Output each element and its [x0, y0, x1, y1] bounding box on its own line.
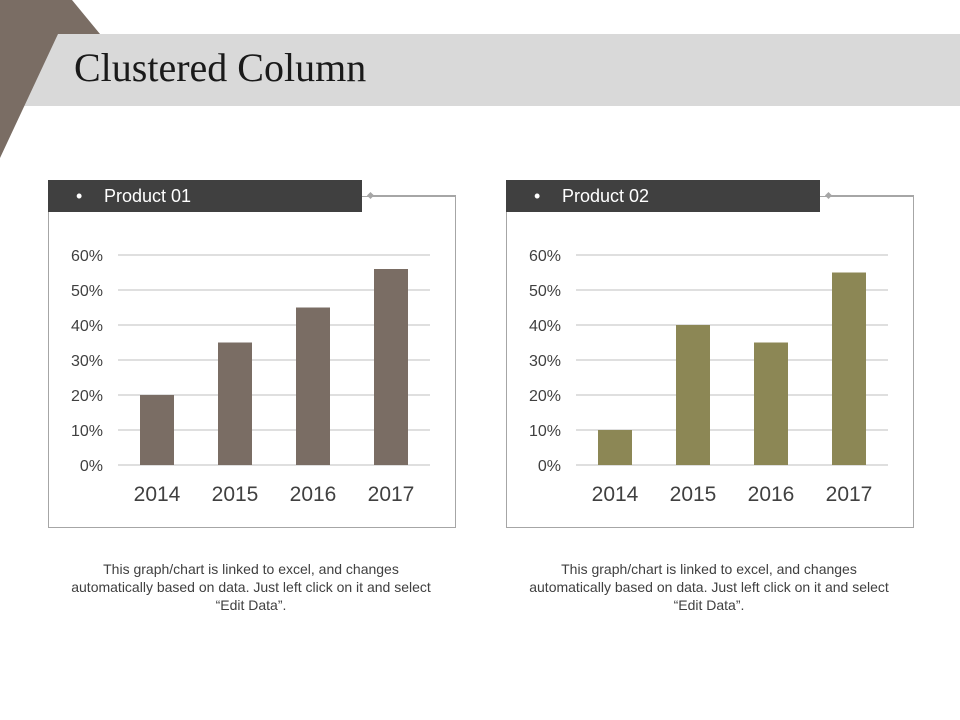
y-tick-label: 20%	[529, 388, 561, 405]
x-tick-label: 2014	[134, 483, 181, 506]
bar-2014[interactable]	[598, 430, 632, 465]
page-title: Clustered Column	[74, 45, 367, 90]
connector-line	[828, 195, 914, 196]
chart-panel-product-02: • Product 02 0% 10% 20% 30% 40% 50% 60% 2014 2015…	[506, 180, 916, 530]
y-tick-label: 30%	[529, 353, 561, 370]
y-tick-label: 0%	[538, 458, 561, 475]
x-tick-label: 2016	[290, 483, 337, 506]
connector-line	[370, 195, 456, 196]
y-tick-label: 40%	[71, 318, 103, 335]
bullet: •	[534, 186, 541, 206]
y-tick-label: 60%	[529, 248, 561, 265]
x-tick-label: 2017	[826, 483, 873, 506]
chart-caption: This graph/chart is linked to excel, and…	[529, 561, 889, 613]
bar-chart-product-02: 0% 10% 20% 30% 40% 50% 60% 2014 2015 2016 2017	[529, 248, 888, 506]
bar-chart-product-01: 0% 10% 20% 30% 40% 50% 60% 2014 2015 2016 2017	[71, 248, 430, 506]
title-band	[0, 34, 960, 106]
panel-header: • Product 01	[48, 180, 362, 212]
bar-2016[interactable]	[754, 342, 788, 466]
bar-2017[interactable]	[832, 272, 866, 466]
y-tick-label: 40%	[529, 318, 561, 335]
y-tick-label: 0%	[80, 458, 103, 475]
y-tick-label: 10%	[529, 423, 561, 440]
bar-2014[interactable]	[140, 395, 174, 465]
chart-panel-product-01: • Product 01 0% 10% 20% 30% 40% 50% 60% 2014 2015…	[48, 180, 458, 530]
corner-accent-shape	[0, 0, 100, 158]
x-tick-label: 2017	[368, 483, 415, 506]
bar-2015[interactable]	[218, 342, 252, 466]
panel-header: • Product 02	[506, 180, 820, 212]
x-tick-label: 2014	[592, 483, 639, 506]
x-tick-label: 2016	[748, 483, 795, 506]
y-tick-label: 10%	[71, 423, 103, 440]
bar-2016[interactable]	[296, 307, 330, 466]
y-tick-label: 60%	[71, 248, 103, 265]
panel-label: Product 02	[562, 186, 650, 206]
panel-label: Product 01	[104, 186, 192, 206]
x-tick-label: 2015	[212, 483, 259, 506]
x-tick-label: 2015	[670, 483, 717, 506]
chart-caption: This graph/chart is linked to excel, and…	[71, 561, 431, 613]
bullet: •	[76, 186, 83, 206]
y-tick-label: 50%	[71, 283, 103, 300]
y-tick-label: 20%	[71, 388, 103, 405]
y-tick-label: 30%	[71, 353, 103, 370]
bar-2015[interactable]	[676, 325, 710, 465]
bar-2017[interactable]	[374, 269, 408, 465]
y-tick-label: 50%	[529, 283, 561, 300]
